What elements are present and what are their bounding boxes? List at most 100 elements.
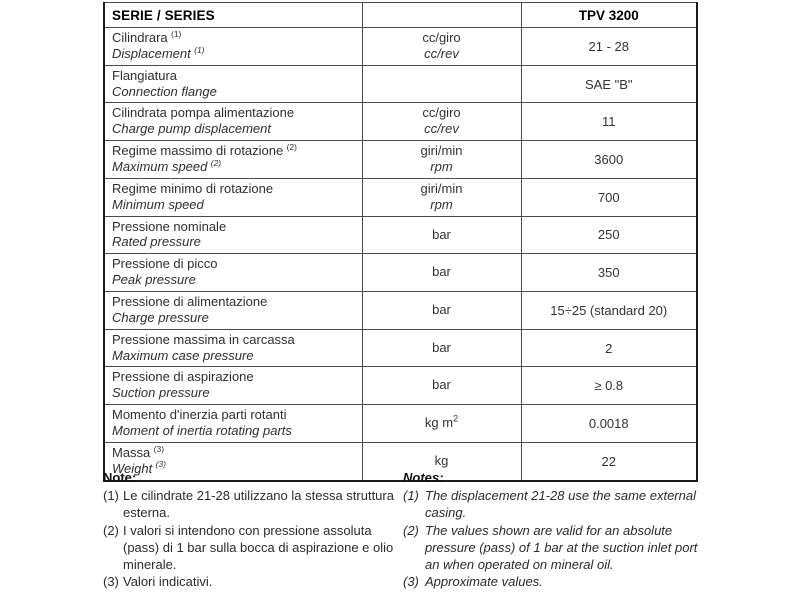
row-value-cell: SAE "B" xyxy=(520,64,698,104)
row-label-cell: Regime minimo di rotazione Minimum speed xyxy=(103,177,363,217)
row-label-cell: Momento d'inerzia parti rotanti Moment of… xyxy=(103,404,363,443)
row-unit-cell: kg m2 xyxy=(361,404,522,443)
table-row: Flangiatura Connection flange SAE "B" xyxy=(103,64,698,104)
row-label-cell: Pressione massima in carcassa Maximum cas… xyxy=(103,328,363,368)
notes-english-title: Notes: xyxy=(403,470,444,485)
footnote-marker: (2) xyxy=(208,157,222,168)
footnote-marker: (2) xyxy=(284,141,297,152)
row-unit-value: bar xyxy=(432,264,451,280)
row-unit-cell: bar xyxy=(361,366,522,406)
note-item: (3) Valori indicativi. xyxy=(103,573,403,590)
row-label-english: Maximum case pressure xyxy=(112,347,254,363)
note-item: (1) The displacement 21-28 use the same e… xyxy=(403,487,703,522)
table-row: Pressione massima in carcassa Maximum cas… xyxy=(103,328,698,368)
footnote-marker: (3) xyxy=(153,459,166,470)
row-label-english: Moment of inertia rotating parts xyxy=(112,423,292,439)
row-label-english: Charge pump displacement xyxy=(112,121,271,137)
row-unit-cell: cc/giro cc/rev xyxy=(361,102,522,142)
note-item: (2) I valori si intendono con pressione a… xyxy=(103,522,403,574)
row-label-italian: Pressione massima in carcassa xyxy=(112,331,295,347)
row-unit-cell xyxy=(361,64,522,104)
row-value-cell: 11 xyxy=(520,102,698,142)
row-unit-cell: giri/min rpm xyxy=(361,177,522,217)
row-label-italian: Massa (3) xyxy=(112,443,165,460)
row-label-italian: Pressione di picco xyxy=(112,256,218,272)
row-unit-cell: bar xyxy=(361,215,522,255)
row-label-english: Displacement (1) xyxy=(112,44,205,61)
note-number: (1) xyxy=(103,488,119,503)
table-row: Cilindrara (1) Displacement (1) cc/giro cc/… xyxy=(103,27,698,66)
row-unit-english: cc/rev xyxy=(424,45,459,61)
row-label-cell: Regime massimo di rotazione (2) Maximum s… xyxy=(103,140,363,179)
row-unit-cell: bar xyxy=(361,291,522,330)
notes-italian-title: Note: xyxy=(103,470,137,485)
header-unit-label xyxy=(361,2,522,28)
row-unit-cell: cc/giro cc/rev xyxy=(361,27,522,66)
table-row: Pressione di alimentazione Charge pressur… xyxy=(103,291,698,330)
row-label-italian: Flangiatura xyxy=(112,67,178,83)
row-label-cell: Pressione di aspirazione Suction pressure xyxy=(103,366,363,406)
footnote-marker: (1) xyxy=(168,28,182,39)
row-label-english: Peak pressure xyxy=(112,272,196,288)
note-number: (1) xyxy=(403,488,419,503)
row-label-italian: Regime massimo di rotazione (2) xyxy=(112,141,297,159)
row-label-cell: Pressione di alimentazione Charge pressur… xyxy=(103,291,363,330)
note-text: Approximate values. xyxy=(425,574,543,590)
row-value-cell: 21 - 28 xyxy=(520,27,698,66)
row-unit-italian: giri/min xyxy=(420,180,463,196)
row-label-english: Charge pressure xyxy=(112,309,209,325)
note-number: (3) xyxy=(103,574,119,590)
row-label-english: Minimum speed xyxy=(112,196,204,212)
header-model-label: TPV 3200 xyxy=(520,2,698,28)
row-label-english: Connection flange xyxy=(112,83,217,99)
note-text: I valori si intendono con pressione asso… xyxy=(123,522,394,573)
note-text: The displacement 21-28 use the same exte… xyxy=(425,488,696,521)
row-label-english: Weight (3) xyxy=(112,459,166,476)
row-label-italian: Regime minimo di rotazione xyxy=(112,180,274,196)
row-unit-cell: bar xyxy=(361,253,522,293)
row-value-cell: 350 xyxy=(520,253,698,293)
note-number: (3) xyxy=(403,574,419,590)
row-value-cell: 700 xyxy=(520,177,698,217)
note-text: Le cilindrate 21-28 utilizzano la stessa… xyxy=(123,488,394,521)
header-series-label: SERIE / SERIES xyxy=(103,2,363,28)
row-unit-empty xyxy=(367,83,517,84)
table-row: Regime minimo di rotazione Minimum speed g… xyxy=(103,177,698,217)
row-label-italian: Pressione nominale xyxy=(112,218,227,234)
notes-italian-list: (1) Le cilindrate 21-28 utilizzano la ste… xyxy=(103,487,403,591)
row-label-italian: Cilindrara (1) xyxy=(112,28,182,45)
note-item: (3) Approximate values. xyxy=(403,573,703,590)
row-value-cell: 250 xyxy=(520,215,698,255)
unit-exponent: 2 xyxy=(453,413,459,424)
table-header: SERIE / SERIES TPV 3200 xyxy=(103,2,698,28)
note-text: Valori indicativi. xyxy=(123,574,213,590)
row-unit-english: cc/rev xyxy=(424,121,459,137)
row-unit-value: bar xyxy=(432,377,451,393)
table-row: Pressione nominale Rated pressure bar 250 xyxy=(103,215,698,255)
table-body: Cilindrara (1) Displacement (1) cc/giro cc/… xyxy=(103,27,698,482)
notes-english-list: (1) The displacement 21-28 use the same e… xyxy=(403,487,703,591)
row-unit-cell: giri/min rpm xyxy=(361,140,522,179)
table-row: Massa (3) Weight (3) kg 22 xyxy=(103,441,698,482)
footnote-marker: (1) xyxy=(191,44,205,55)
note-number: (2) xyxy=(103,522,119,538)
row-label-cell: Cilindrata pompa alimentazione Charge pum… xyxy=(103,102,363,142)
notes-section: Note: (1) Le cilindrate 21-28 utilizzano … xyxy=(103,470,703,591)
table-row: Momento d'inerzia parti rotanti Moment of… xyxy=(103,404,698,443)
row-unit-italian: giri/min xyxy=(420,143,463,159)
note-text: The values shown are valid for an absolu… xyxy=(425,522,698,573)
specification-table-container: SERIE / SERIES TPV 3200 Cilindrara (1) Di… xyxy=(103,2,698,482)
row-label-cell: Cilindrara (1) Displacement (1) xyxy=(103,27,363,66)
footnote-marker: (3) xyxy=(151,443,165,454)
row-value-cell: 2 xyxy=(520,328,698,368)
row-unit-italian: cc/giro xyxy=(422,30,461,45)
row-unit-value: kg xyxy=(434,452,449,468)
row-value-cell: 0.0018 xyxy=(520,404,698,443)
row-unit-value: kg m2 xyxy=(424,413,459,431)
row-label-italian: Cilindrata pompa alimentazione xyxy=(112,105,295,121)
row-unit-value: bar xyxy=(432,339,451,355)
row-value-cell: 3600 xyxy=(520,140,698,179)
row-unit-italian: cc/giro xyxy=(422,105,461,121)
row-unit-cell: bar xyxy=(361,328,522,368)
